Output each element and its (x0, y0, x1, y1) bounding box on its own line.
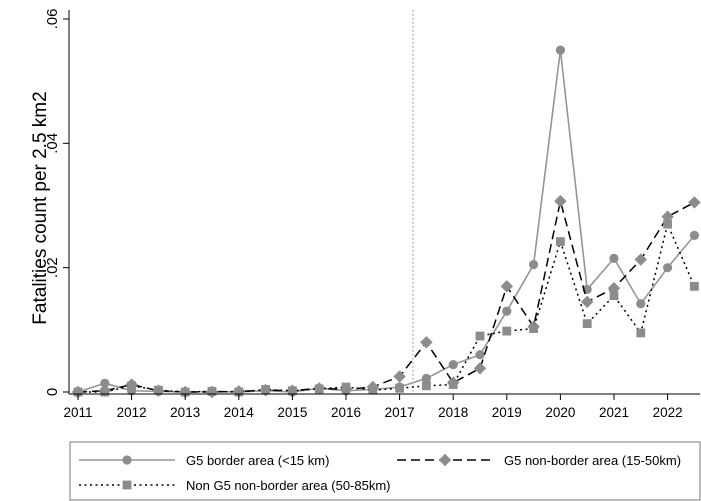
x-tick-label: 2014 (224, 405, 255, 420)
y-tick-label: .04 (44, 133, 61, 154)
data-point-diamond (473, 362, 487, 375)
data-point-square (234, 387, 244, 397)
x-tick-label: 2020 (545, 405, 575, 420)
series-line-3 (78, 223, 696, 393)
data-point-square (261, 385, 270, 394)
data-point-circle (555, 45, 566, 55)
data-point-square (100, 387, 110, 397)
data-point-square (73, 387, 83, 397)
data-point-diamond (420, 336, 433, 349)
data-point-square (341, 382, 351, 392)
y-axis-title: Fatalities count per 2.5 km2 (30, 91, 51, 324)
data-point-diamond (581, 295, 594, 309)
legend-label-g5-non-border: G5 non-border area (15-50km) (504, 453, 681, 468)
x-tick-label: 2016 (331, 405, 361, 420)
legend-label-non-g5-non-border: Non G5 non-border area (50-85km) (186, 478, 391, 493)
data-point-circle (502, 306, 512, 316)
data-point-diamond (554, 194, 567, 208)
data-point-square (556, 237, 565, 246)
x-tick-label: 2022 (653, 405, 683, 420)
x-tick-label: 2012 (117, 405, 147, 420)
series-line-1 (77, 49, 696, 393)
data-point-diamond (500, 280, 513, 293)
series-1 (73, 45, 700, 397)
data-point-square (288, 386, 297, 396)
x-tick-label: 2021 (599, 405, 629, 420)
data-point-square (690, 281, 699, 291)
data-point-circle (448, 360, 458, 370)
x-tick-label: 2015 (277, 405, 307, 420)
legend-box (69, 441, 701, 501)
x-tick-label: 2017 (385, 405, 415, 420)
y-tick-label: .02 (44, 257, 61, 278)
data-point-square (180, 387, 190, 397)
data-point-square (609, 291, 619, 301)
data-point-circle (689, 230, 700, 240)
legend: G5 border area (<15 km) G5 non-border ar… (69, 441, 701, 501)
axes-group: 0 .02 .04 .06 2011 2012 2013 2014 2015 2016 2017 20… (44, 9, 700, 420)
data-point-square (395, 383, 404, 393)
legend-marker-square (122, 480, 132, 490)
data-point-square (127, 381, 136, 391)
legend-marker-diamond (438, 453, 452, 467)
legend-marker-circle (122, 455, 132, 465)
x-tick-label: 2011 (63, 405, 92, 420)
legend-label-g5-border: G5 border area (<15 km) (186, 453, 329, 468)
data-point-square (368, 385, 378, 395)
data-point-square (314, 384, 324, 394)
data-point-circle (529, 259, 539, 270)
data-point-diamond (393, 370, 406, 383)
data-point-square (636, 328, 646, 338)
data-point-circle (636, 299, 646, 309)
x-tick-label: 2019 (492, 405, 522, 420)
data-point-square (529, 324, 538, 333)
data-point-circle (421, 373, 431, 383)
data-point-square (422, 381, 431, 391)
series-2 (71, 194, 701, 399)
data-point-circle (663, 263, 673, 273)
data-point-diamond (661, 210, 674, 223)
data-point-diamond (688, 196, 701, 209)
data-point-square (448, 380, 458, 389)
data-point-square (663, 219, 672, 229)
series-group (71, 45, 701, 399)
y-tick-label: 0 (44, 388, 61, 396)
data-point-square (154, 385, 163, 395)
data-point-square (475, 331, 485, 341)
data-point-square (582, 319, 592, 329)
legend-items (79, 453, 493, 490)
data-point-diamond (634, 253, 647, 266)
data-point-circle (475, 350, 485, 360)
series-line-2 (77, 200, 695, 393)
series-3 (73, 219, 699, 397)
y-tick-label: .06 (44, 9, 61, 30)
data-point-circle (609, 253, 619, 263)
data-point-square (502, 326, 512, 336)
x-tick-label: 2013 (170, 405, 200, 420)
x-tick-label: 2018 (438, 405, 468, 420)
data-point-square (207, 386, 217, 396)
data-point-circle (100, 378, 110, 388)
